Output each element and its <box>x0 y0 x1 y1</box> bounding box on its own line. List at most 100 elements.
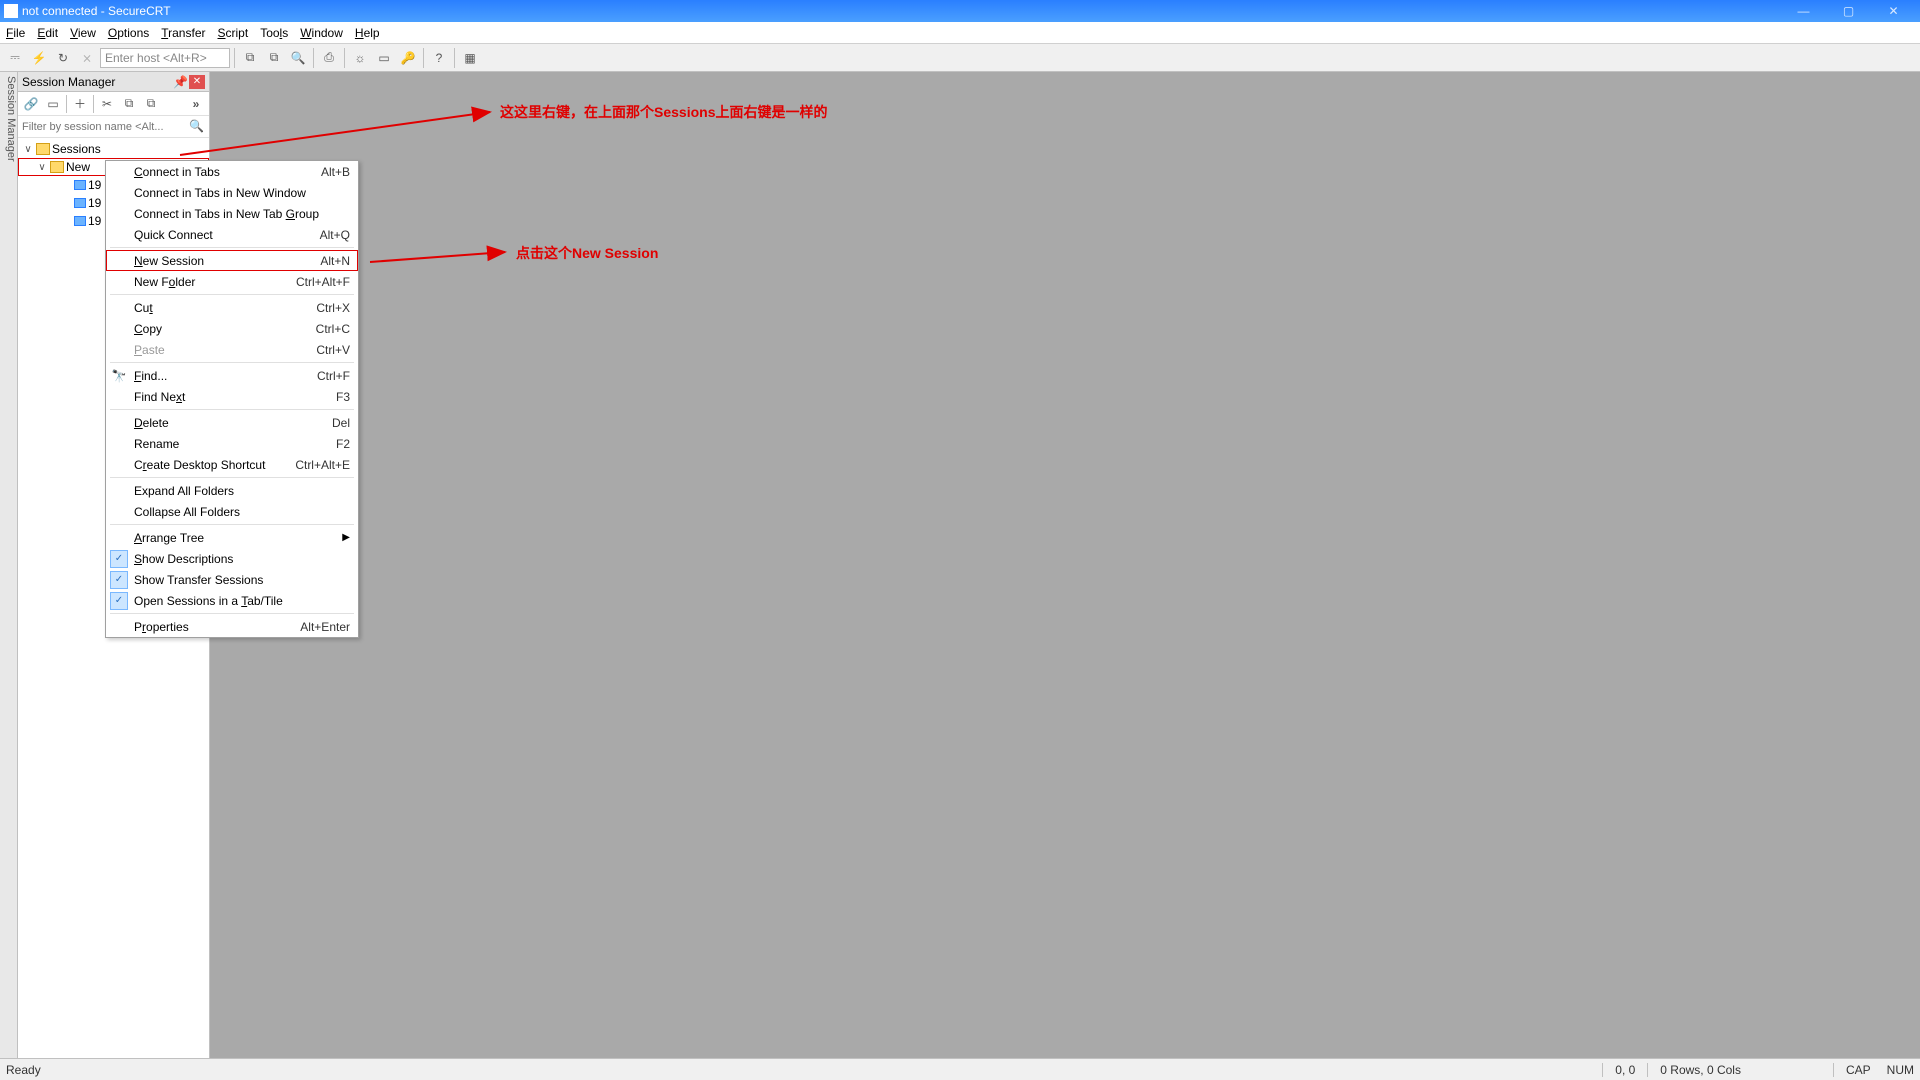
maximize-button[interactable]: ▢ <box>1826 0 1871 22</box>
ctx-label: Find Next <box>134 390 336 404</box>
ctx-separator <box>110 409 354 410</box>
host-input[interactable]: Enter host <Alt+R> <box>100 48 230 68</box>
menu-transfer[interactable]: Transfer <box>161 26 205 40</box>
ctx-separator <box>110 477 354 478</box>
menu-options[interactable]: Options <box>108 26 149 40</box>
ctx-new-session[interactable]: New SessionAlt+N <box>106 250 358 271</box>
ctx-new-folder[interactable]: New FolderCtrl+Alt+F <box>106 271 358 292</box>
toolbar-find-icon[interactable]: 🔍 <box>287 47 309 69</box>
toolbar-sep2 <box>313 48 314 68</box>
status-cap: CAP <box>1833 1063 1883 1077</box>
ctx-show-transfer-sessions[interactable]: ✓Show Transfer Sessions <box>106 569 358 590</box>
ctx-copy[interactable]: CopyCtrl+C <box>106 318 358 339</box>
status-rows: 0 Rows, 0 Cols <box>1647 1063 1753 1077</box>
toolbar-disconnect-icon[interactable]: ⨯ <box>76 47 98 69</box>
toolbar-key-icon[interactable]: 🔑 <box>397 47 419 69</box>
expand-icon[interactable]: ∨ <box>36 162 48 173</box>
ctx-rename[interactable]: RenameF2 <box>106 433 358 454</box>
ctx-shortcut: Alt+B <box>321 165 350 179</box>
ctx-separator <box>110 294 354 295</box>
sm-window-icon[interactable]: ▭ <box>44 95 62 113</box>
filter-input[interactable] <box>22 121 189 133</box>
search-icon[interactable]: 🔍 <box>189 119 205 135</box>
minimize-button[interactable]: — <box>1781 0 1826 22</box>
check-icon: ✓ <box>110 550 128 568</box>
ctx-cut[interactable]: CutCtrl+X <box>106 297 358 318</box>
ctx-shortcut: Alt+N <box>320 254 350 268</box>
toolbar-connect-icon[interactable]: ⎓ <box>4 47 26 69</box>
menu-view[interactable]: View <box>70 26 96 40</box>
sm-more-icon[interactable]: » <box>187 95 205 113</box>
ctx-shortcut: Ctrl+F <box>317 369 350 383</box>
ctx-open-sessions-in-a-tab-tile[interactable]: ✓Open Sessions in a Tab/Tile <box>106 590 358 611</box>
toolbar-paste-icon[interactable]: ⧉ <box>263 47 285 69</box>
sm-title: Session Manager <box>22 75 115 89</box>
close-button[interactable]: ✕ <box>1871 0 1916 22</box>
expand-icon[interactable]: ∨ <box>22 144 34 155</box>
ctx-properties[interactable]: PropertiesAlt+Enter <box>106 616 358 637</box>
toolbar-help-icon[interactable]: ? <box>428 47 450 69</box>
ctx-paste: PasteCtrl+V <box>106 339 358 360</box>
folder-icon <box>50 161 64 173</box>
ctx-find-[interactable]: 🔭Find...Ctrl+F <box>106 365 358 386</box>
toolbar-misc-icon[interactable]: ▦ <box>459 47 481 69</box>
sm-toolbar: 🔗 ▭ ＋ ✂ ⧉ ⧉ » <box>18 92 209 116</box>
ctx-arrange-tree[interactable]: Arrange Tree▶ <box>106 527 358 548</box>
sm-filter: 🔍 <box>18 116 209 138</box>
toolbar-quick-icon[interactable]: ⚡ <box>28 47 50 69</box>
sm-add-icon[interactable]: ＋ <box>71 95 89 113</box>
menu-file[interactable]: File <box>6 26 25 40</box>
ctx-collapse-all-folders[interactable]: Collapse All Folders <box>106 501 358 522</box>
ctx-shortcut: Ctrl+V <box>316 343 350 357</box>
toolbar-sep <box>234 48 235 68</box>
menubar: File Edit View Options Transfer Script T… <box>0 22 1920 44</box>
status-num: NUM <box>1883 1063 1914 1077</box>
pin-icon[interactable]: 📌 <box>173 75 187 89</box>
toolbar-reconnect-icon[interactable]: ↻ <box>52 47 74 69</box>
menu-help[interactable]: Help <box>355 26 380 40</box>
ctx-quick-connect[interactable]: Quick ConnectAlt+Q <box>106 224 358 245</box>
menu-window[interactable]: Window <box>300 26 343 40</box>
ctx-connect-in-tabs[interactable]: Connect in TabsAlt+B <box>106 161 358 182</box>
ctx-create-desktop-shortcut[interactable]: Create Desktop ShortcutCtrl+Alt+E <box>106 454 358 475</box>
sm-cut-icon[interactable]: ✂ <box>98 95 116 113</box>
sm-copy-icon[interactable]: ⧉ <box>120 95 138 113</box>
sm-close-button[interactable]: ✕ <box>189 75 205 89</box>
ctx-show-descriptions[interactable]: ✓Show Descriptions <box>106 548 358 569</box>
sm-sep2 <box>93 95 94 113</box>
ctx-shortcut: Ctrl+Alt+E <box>295 458 350 472</box>
sm-sep <box>66 95 67 113</box>
statusbar: Ready 0, 0 0 Rows, 0 Cols CAP NUM <box>0 1058 1920 1080</box>
ctx-connect-in-tabs-in-new-window[interactable]: Connect in Tabs in New Window <box>106 182 358 203</box>
toolbar-print-icon[interactable]: ⎙ <box>318 47 340 69</box>
window-title: not connected - SecureCRT <box>22 4 1781 18</box>
menu-tools[interactable]: Tools <box>260 26 288 40</box>
tree-item-label: 19 <box>88 196 101 210</box>
tree-root[interactable]: ∨ Sessions <box>18 140 209 158</box>
ctx-label: New Folder <box>134 275 296 289</box>
sm-paste-icon[interactable]: ⧉ <box>142 95 160 113</box>
ctx-separator <box>110 613 354 614</box>
toolbar-copy-icon[interactable]: ⧉ <box>239 47 261 69</box>
check-icon: ✓ <box>110 571 128 589</box>
toolbar-keyboard-icon[interactable]: ▭ <box>373 47 395 69</box>
session-icon <box>74 198 86 208</box>
ctx-find-next[interactable]: Find NextF3 <box>106 386 358 407</box>
ctx-label: Cut <box>134 301 316 315</box>
menu-edit[interactable]: Edit <box>37 26 58 40</box>
menu-script[interactable]: Script <box>218 26 249 40</box>
tree-item-label: 19 <box>88 214 101 228</box>
session-manager-tab[interactable]: Session Manager <box>0 72 18 1058</box>
toolbar-settings-icon[interactable]: ☼ <box>349 47 371 69</box>
ctx-shortcut: Alt+Enter <box>300 620 350 634</box>
ctx-delete[interactable]: DeleteDel <box>106 412 358 433</box>
toolbar: ⎓ ⚡ ↻ ⨯ Enter host <Alt+R> ⧉ ⧉ 🔍 ⎙ ☼ ▭ 🔑… <box>0 44 1920 72</box>
ctx-expand-all-folders[interactable]: Expand All Folders <box>106 480 358 501</box>
ctx-label: Copy <box>134 322 316 336</box>
tree-root-label: Sessions <box>52 142 101 156</box>
sm-link-icon[interactable]: 🔗 <box>22 95 40 113</box>
ctx-label: New Session <box>134 254 320 268</box>
ctx-label: Rename <box>134 437 336 451</box>
ctx-connect-in-tabs-in-new-tab-group[interactable]: Connect in Tabs in New Tab Group <box>106 203 358 224</box>
ctx-shortcut: F2 <box>336 437 350 451</box>
